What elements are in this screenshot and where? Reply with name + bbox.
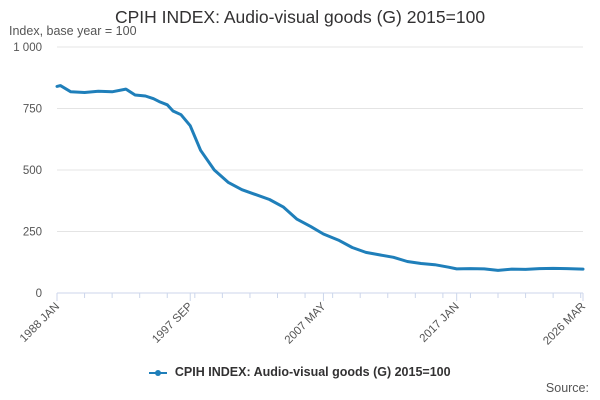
- legend-label: CPIH INDEX: Audio-visual goods (G) 2015=…: [174, 365, 451, 379]
- x-tick-label: 2026 MAR: [541, 301, 588, 348]
- legend-marker-icon: [149, 368, 168, 378]
- y-axis-unit-label: Index, base year = 100: [9, 24, 137, 38]
- x-tick-label: 2007 MAY: [283, 300, 329, 346]
- y-tick-label: 0: [36, 288, 42, 300]
- x-tick-label: 1988 JAN: [18, 301, 62, 345]
- y-tick-label: 750: [23, 104, 42, 116]
- y-tick-label: 250: [23, 227, 42, 239]
- series-line: [55, 84, 585, 272]
- source-label: Source:: [545, 381, 589, 395]
- x-tick-label: 2017 JAN: [418, 301, 462, 345]
- chart-title: CPIH INDEX: Audio-visual goods (G) 2015=…: [114, 7, 486, 27]
- x-tick-label: 1997 SEP: [150, 300, 195, 345]
- legend[interactable]: CPIH INDEX: Audio-visual goods (G) 2015=…: [0, 365, 600, 379]
- y-tick-label: 500: [23, 165, 42, 177]
- y-tick-label: 1 000: [13, 42, 42, 54]
